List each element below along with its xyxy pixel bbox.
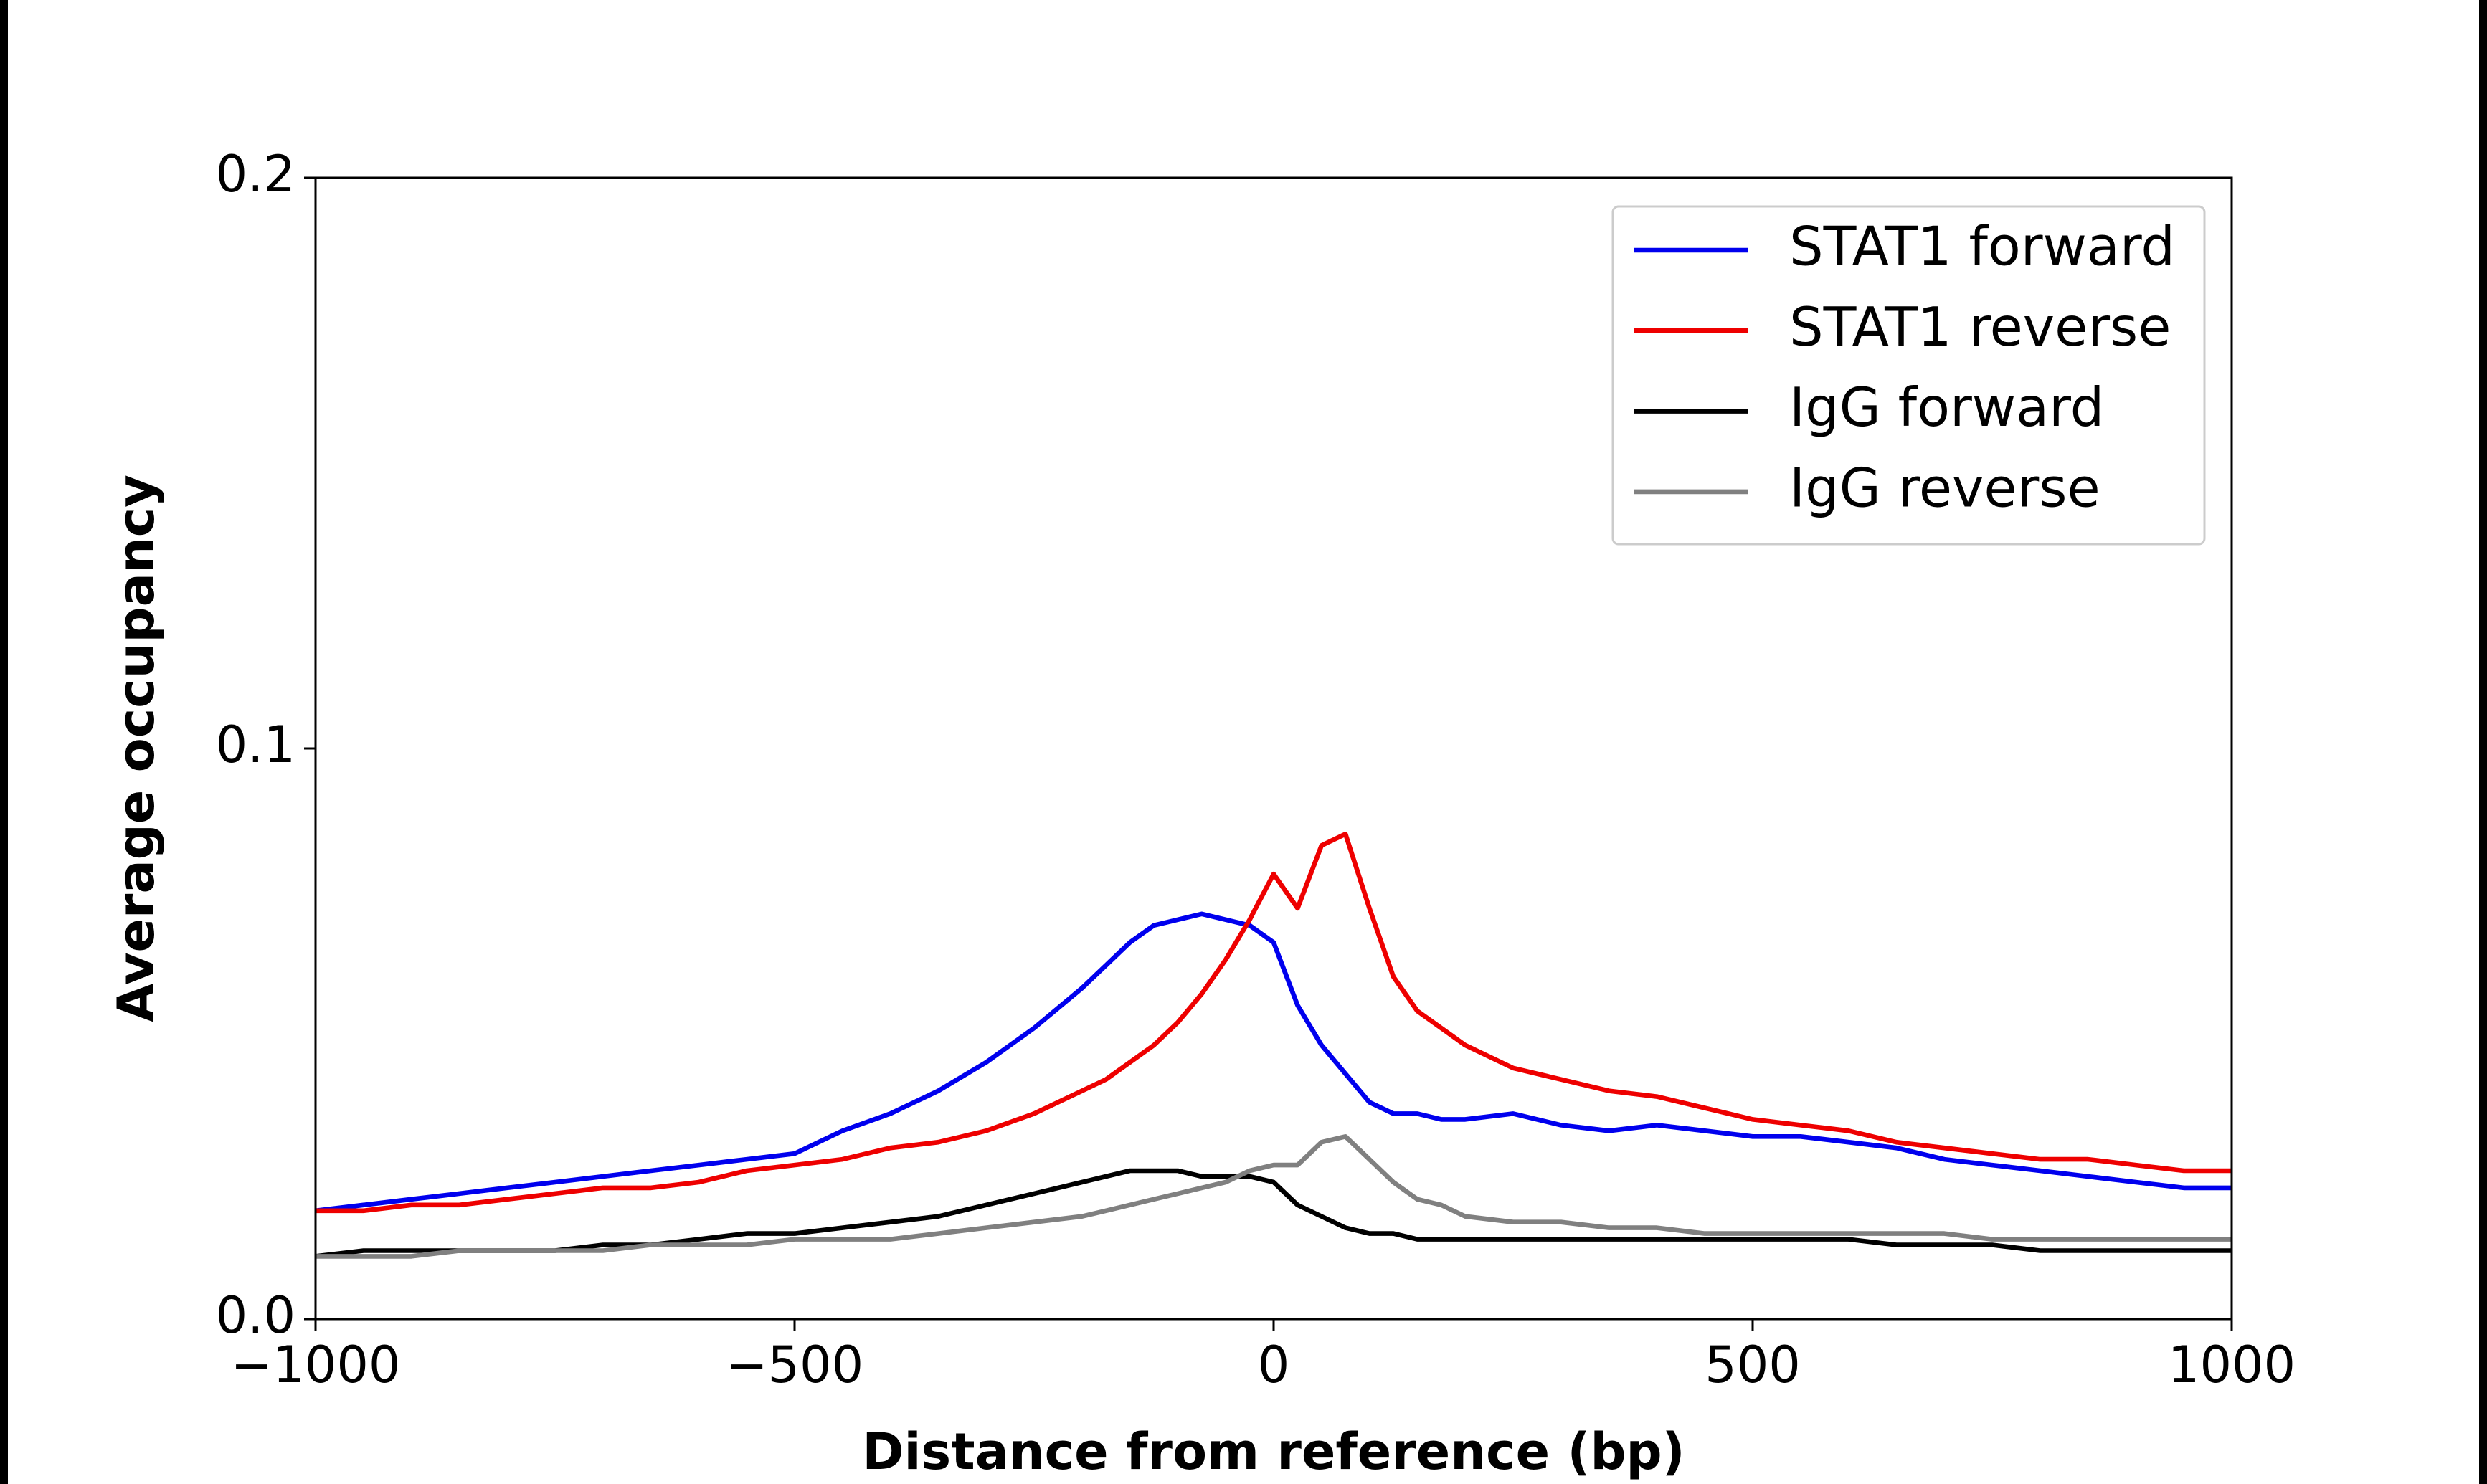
series-line [316, 1134, 2232, 1259]
x-axis-label: Distance from reference (bp) [862, 1422, 1685, 1481]
x-tick-label: −500 [726, 1336, 863, 1394]
x-tick-label: 500 [1705, 1336, 1801, 1394]
y-tick-label: 0.1 [216, 715, 295, 774]
y-axis-label: Average occupancy [107, 475, 166, 1022]
frame-edge [2479, 0, 2487, 1484]
series-line [316, 832, 2232, 1214]
legend-label: IgG forward [1789, 376, 2104, 439]
legend-box [1611, 205, 2206, 546]
series-line [315, 911, 2232, 1214]
legend-label: IgG reverse [1789, 456, 2100, 519]
y-tick-label: 0.2 [216, 145, 295, 204]
legend-label: STAT1 reverse [1789, 295, 2171, 358]
y-tick-label: 0.0 [216, 1286, 295, 1345]
x-tick-label: 1000 [2168, 1336, 2296, 1394]
legend-label: STAT1 forward [1789, 215, 2175, 278]
plot-frame [314, 176, 2233, 1321]
series-line [315, 1168, 2232, 1259]
frame-edge [0, 0, 8, 1484]
x-tick-label: 0 [1258, 1336, 1290, 1394]
x-tick-label: −1000 [231, 1336, 401, 1394]
